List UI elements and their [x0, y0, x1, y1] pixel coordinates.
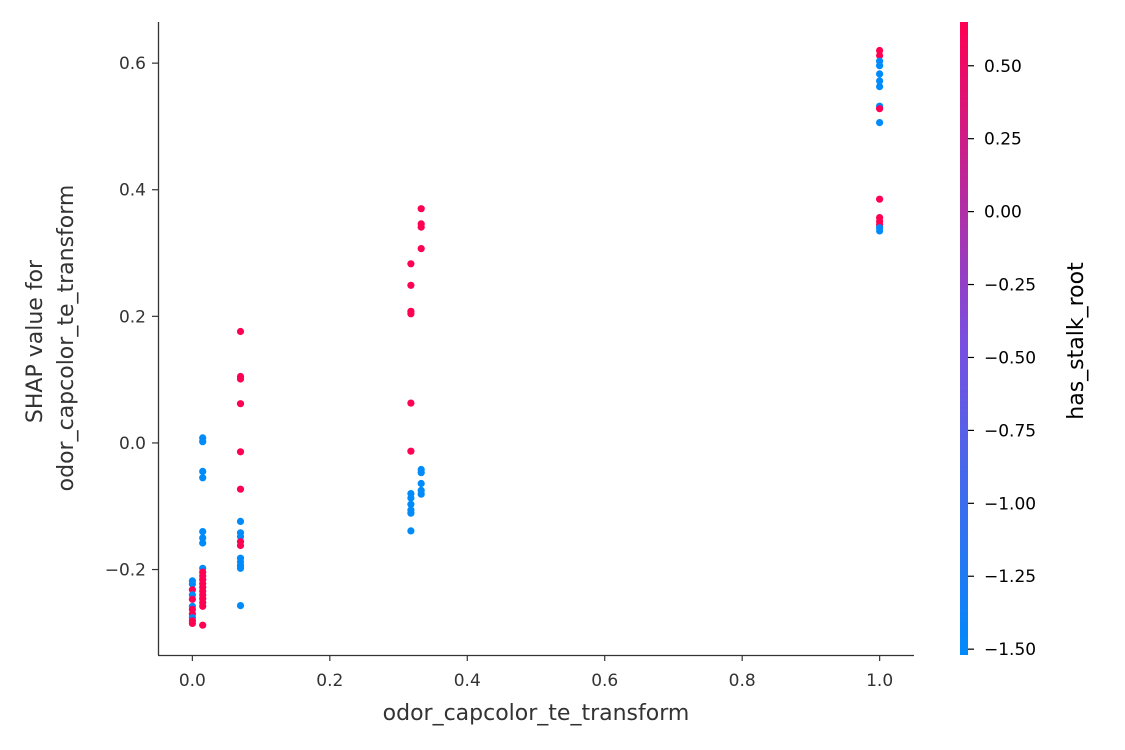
data-point	[199, 467, 207, 475]
data-point	[876, 70, 884, 78]
y-tick-label: −0.2	[105, 561, 146, 581]
x-tick-label: 0.0	[179, 671, 206, 691]
data-point	[236, 400, 245, 408]
x-tick-label: 1.0	[866, 671, 893, 691]
data-point	[407, 281, 415, 289]
y-axis-label: SHAP value for odor_capcolor_te_transfor…	[23, 185, 79, 492]
data-point	[876, 227, 884, 235]
data-point	[236, 327, 245, 336]
data-point	[876, 195, 884, 203]
x-axis-label: odor_capcolor_te_transform	[383, 701, 690, 726]
data-point	[407, 509, 415, 517]
data-point	[876, 62, 884, 70]
data-point	[407, 500, 415, 508]
y-tick-label: 0.6	[119, 54, 146, 74]
data-point	[236, 602, 245, 610]
colorbar-tick-label: −0.75	[984, 421, 1036, 441]
data-point	[417, 245, 425, 253]
colorbar-label: has_stalk_root	[1064, 262, 1089, 420]
colorbar	[960, 22, 968, 655]
data-point	[188, 580, 196, 588]
colorbar-tick-label: −1.50	[984, 640, 1036, 660]
x-tick-label: 0.4	[454, 671, 481, 691]
data-point	[236, 533, 245, 541]
y-axis-label-line-2: odor_capcolor_te_transform	[54, 185, 79, 492]
data-point	[199, 474, 207, 482]
colorbar-tick-label: −0.25	[984, 276, 1036, 296]
data-point	[407, 447, 415, 455]
data-point	[407, 494, 415, 502]
y-tick-label: 0.2	[119, 307, 146, 327]
data-point	[407, 260, 415, 268]
data-point	[236, 517, 245, 526]
plot-area	[188, 46, 884, 629]
data-point	[417, 490, 425, 498]
colorbar-ticks: 0.50 0.25 0.00 −0.25 −0.50 −0.75 −1.00 −1.25 −1.…	[968, 57, 1036, 660]
y-tick-label: 0.0	[119, 434, 146, 454]
data-point	[417, 479, 425, 488]
data-point	[407, 310, 415, 318]
colorbar-tick-label: −1.00	[984, 494, 1036, 514]
data-point	[236, 485, 245, 493]
data-point	[417, 469, 425, 477]
colorbar-tick-label: 0.50	[984, 57, 1022, 77]
data-point	[199, 602, 207, 610]
data-point	[199, 438, 207, 446]
y-axis-label-line-1: SHAP value for	[23, 259, 48, 423]
data-point	[417, 223, 425, 231]
data-point	[236, 564, 245, 572]
x-tick-label: 0.8	[729, 671, 756, 691]
data-point	[876, 83, 884, 91]
data-point	[876, 105, 884, 113]
data-point	[876, 77, 884, 85]
x-axis-ticks: 0.0 0.2 0.4 0.6 0.8 1.0	[179, 655, 893, 691]
data-point	[188, 619, 196, 628]
data-point	[417, 205, 425, 213]
y-axis-ticks: −0.2 0.0 0.2 0.4 0.6	[105, 54, 158, 581]
y-tick-label: 0.4	[119, 181, 146, 201]
data-point	[236, 541, 245, 550]
colorbar-tick-label: −1.25	[984, 567, 1036, 587]
data-point	[188, 595, 196, 603]
data-point	[876, 46, 884, 55]
colorbar-tick-label: 0.00	[984, 203, 1022, 223]
colorbar-tick-label: −0.50	[984, 348, 1036, 368]
x-tick-label: 0.6	[591, 671, 618, 691]
data-point	[199, 534, 207, 542]
x-tick-label: 0.2	[316, 671, 343, 691]
data-point	[199, 539, 207, 547]
data-point	[407, 527, 415, 535]
data-point	[199, 621, 207, 629]
colorbar-tick-label: 0.25	[984, 130, 1022, 150]
data-point	[236, 448, 245, 456]
data-point	[199, 528, 207, 536]
data-point	[188, 586, 196, 594]
data-point	[876, 51, 884, 60]
data-point	[407, 399, 415, 407]
data-point	[236, 375, 245, 383]
data-point	[876, 119, 884, 127]
